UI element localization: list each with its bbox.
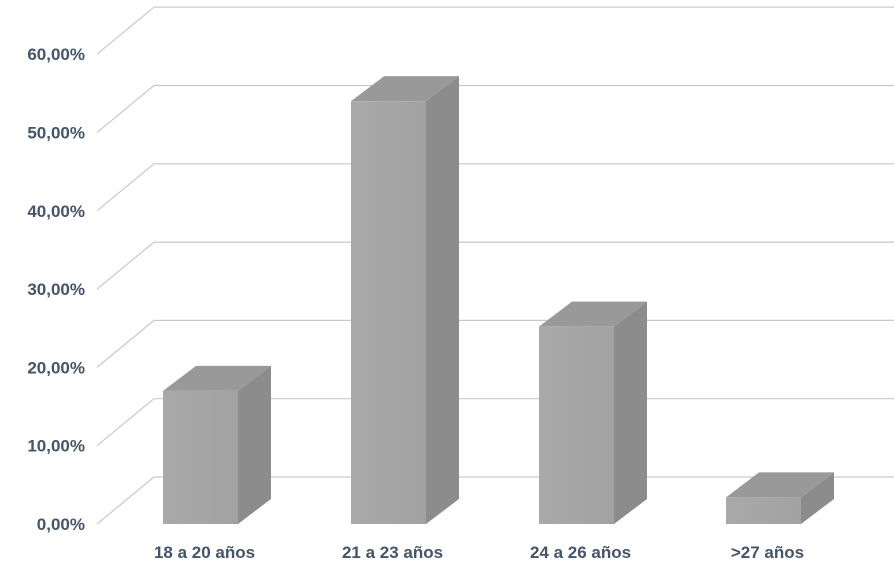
gridline-path xyxy=(96,476,894,525)
bars xyxy=(163,76,834,525)
bar xyxy=(726,472,834,524)
x-axis-category-labels: 18 a 20 años 21 a 23 años 24 a 26 años >27 … xyxy=(154,543,804,562)
bar-top-face xyxy=(726,472,834,498)
bar-side-face xyxy=(238,365,271,524)
y-tick-label: 30,00% xyxy=(27,280,85,299)
gridline-path xyxy=(96,6,894,55)
bar-side-face xyxy=(426,76,459,525)
y-tick-label: 20,00% xyxy=(27,358,85,377)
bar xyxy=(539,301,647,524)
gridline-path xyxy=(96,398,894,447)
gridline xyxy=(96,163,894,212)
gridlines xyxy=(96,6,894,525)
gridline-path xyxy=(96,163,894,212)
x-category-label: 18 a 20 años xyxy=(154,543,255,562)
y-tick-label: 0,00% xyxy=(37,515,85,534)
x-category-label: >27 años xyxy=(731,543,804,562)
gridline xyxy=(96,241,894,290)
bar xyxy=(163,365,271,524)
bar-front-face xyxy=(726,497,801,524)
y-axis-tick-labels: 0,00% 10,00% 20,00% 30,00% 40,00% 50,00% 60,00… xyxy=(27,45,85,534)
gridline xyxy=(96,319,894,368)
bar xyxy=(351,76,459,525)
bar-top-face xyxy=(539,301,647,327)
gridline-path xyxy=(96,84,894,133)
gridline xyxy=(96,476,894,525)
bar-top-face xyxy=(351,76,459,102)
y-tick-label: 60,00% xyxy=(27,45,85,64)
x-category-label: 21 a 23 años xyxy=(342,543,443,562)
bar-side-face xyxy=(801,472,834,524)
bar-side-face xyxy=(614,301,647,524)
y-tick-label: 40,00% xyxy=(27,202,85,221)
x-category-label: 24 a 26 años xyxy=(530,543,631,562)
bar-front-face xyxy=(539,326,614,524)
bar-top-face xyxy=(163,365,271,391)
gridline xyxy=(96,6,894,55)
bar-front-face xyxy=(163,390,238,524)
gridline xyxy=(96,84,894,133)
gridline-path xyxy=(96,319,894,368)
bar-front-face xyxy=(351,101,426,525)
gridline-path xyxy=(96,241,894,290)
y-tick-label: 10,00% xyxy=(27,437,85,456)
y-tick-label: 50,00% xyxy=(27,124,85,143)
gridline xyxy=(96,398,894,447)
